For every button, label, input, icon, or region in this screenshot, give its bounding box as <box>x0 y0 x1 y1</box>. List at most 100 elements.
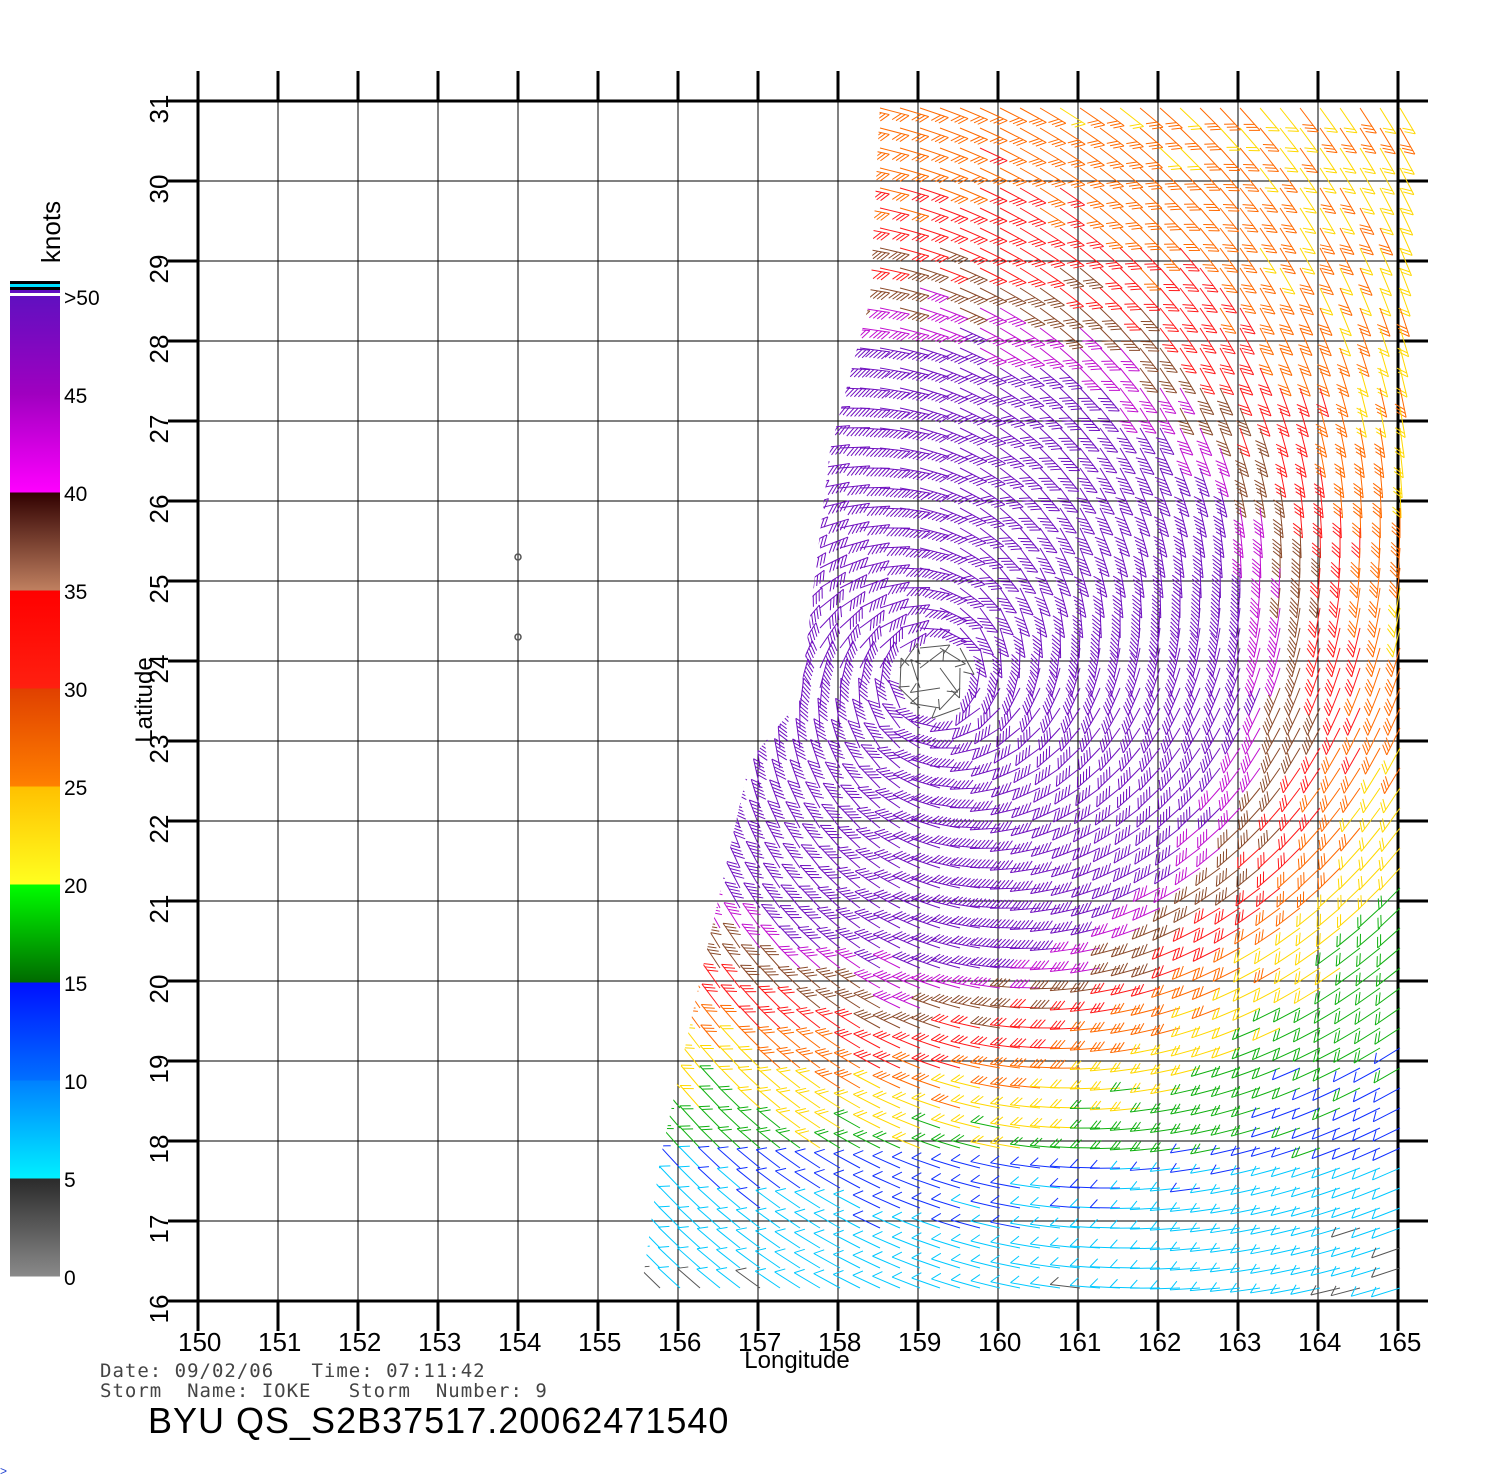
wind-barb <box>1039 247 1066 268</box>
wind-barb <box>819 518 850 535</box>
wind-barb <box>659 143 691 155</box>
wind-barb <box>819 187 851 200</box>
wind-barb <box>1251 1047 1281 1061</box>
wind-barb <box>1270 1205 1301 1217</box>
wind-barb <box>981 687 1001 715</box>
wind-barb <box>996 725 1021 748</box>
wind-barb <box>1390 527 1401 559</box>
wind-barb <box>1311 527 1322 559</box>
wind-barb <box>950 1253 981 1269</box>
wind-barb <box>1149 1162 1181 1172</box>
wind-barb <box>1296 887 1321 909</box>
wind-barb <box>640 201 670 214</box>
wind-barb <box>1160 727 1181 754</box>
wind-barb <box>859 367 891 380</box>
wind-barb <box>799 865 822 889</box>
wind-barb <box>919 167 949 184</box>
wind-barb <box>1039 387 1064 410</box>
wind-barb <box>1099 247 1123 270</box>
wind-barb <box>738 1045 761 1069</box>
wind-barb <box>797 926 821 949</box>
wind-barb <box>819 207 851 220</box>
wind-barb <box>699 659 716 689</box>
wind-barb <box>1334 447 1346 479</box>
wind-barb <box>1230 1124 1261 1137</box>
wind-barb <box>1290 1225 1321 1237</box>
wind-barb <box>759 304 791 316</box>
wind-barb <box>847 720 865 749</box>
wind-barb <box>659 659 676 689</box>
wind-barb <box>949 818 981 829</box>
wind-barb <box>799 604 822 629</box>
wind-barb <box>970 1095 1001 1109</box>
wind-barb <box>819 500 850 515</box>
tick-labels: 150 151 152 153 154 155 156 157 158 159 160 161 162 1… <box>144 95 1421 1357</box>
wind-barb <box>1219 227 1239 253</box>
wind-barb <box>799 622 820 649</box>
wind-barb <box>1135 825 1161 847</box>
wind-barb <box>1059 207 1085 229</box>
wind-barb <box>1039 167 1066 188</box>
wind-barb <box>834 1008 861 1029</box>
wind-barb <box>1359 147 1376 175</box>
wind-barb <box>1099 227 1124 250</box>
wind-barb <box>959 327 988 346</box>
wind-barb <box>1151 965 1181 979</box>
colorbar-cap <box>10 284 60 287</box>
wind-barb <box>1319 127 1338 154</box>
wind-barb <box>1139 147 1163 170</box>
wind-barb <box>1229 587 1241 619</box>
wind-barb <box>1089 1041 1121 1052</box>
wind-barb <box>1378 847 1401 872</box>
wind-barb <box>759 585 782 609</box>
wind-barb <box>939 127 969 145</box>
wind-barb <box>1334 987 1361 1006</box>
wind-barb <box>1090 627 1101 659</box>
wind-barb <box>739 264 771 276</box>
wind-barb <box>640 1144 641 1169</box>
wind-barb <box>1299 167 1318 194</box>
wind-barb <box>1029 1137 1061 1149</box>
wind-barb <box>853 1089 881 1109</box>
wind-barb <box>1189 1202 1221 1213</box>
wind-barb <box>1149 1280 1181 1290</box>
wind-barb <box>759 549 785 571</box>
wind-barb <box>779 658 795 689</box>
wind-barb <box>1169 1241 1201 1252</box>
wind-barb <box>879 564 911 576</box>
wind-barb <box>1299 187 1317 214</box>
wind-barb <box>1396 367 1408 398</box>
wind-barb <box>989 840 1021 852</box>
wind-barb <box>1029 1097 1061 1109</box>
wind-barb <box>1249 587 1261 619</box>
wind-barb <box>1199 167 1221 191</box>
wind-barb <box>872 1090 901 1109</box>
wind-barb <box>881 703 903 729</box>
wind-barb <box>679 105 711 116</box>
wind-barb <box>899 247 930 263</box>
wind-barb <box>853 1049 881 1069</box>
wind-barb <box>1279 227 1297 254</box>
wind-barb <box>1174 467 1191 497</box>
wind-barb <box>1099 367 1121 391</box>
wind-barb <box>1049 1257 1081 1269</box>
wind-barb <box>700 1004 721 1029</box>
wind-barb <box>815 987 841 1009</box>
wind-barb <box>990 1175 1021 1189</box>
wind-barb <box>736 737 748 769</box>
wind-barb <box>1259 167 1279 193</box>
wind-barb <box>878 725 902 749</box>
wind-barb <box>939 427 969 445</box>
wind-barb <box>1111 904 1141 920</box>
wind-barb <box>719 126 751 137</box>
wind-barb <box>939 487 969 505</box>
wind-barb <box>911 1052 941 1069</box>
wind-barb <box>779 477 809 494</box>
wind-barb <box>719 717 730 749</box>
wind-barb <box>679 678 694 709</box>
wind-barb <box>775 1127 801 1149</box>
wind-barb <box>732 778 747 809</box>
colorbar-label: 30 <box>64 679 87 702</box>
wind-barb <box>1309 567 1321 599</box>
wind-barb <box>799 552 827 572</box>
